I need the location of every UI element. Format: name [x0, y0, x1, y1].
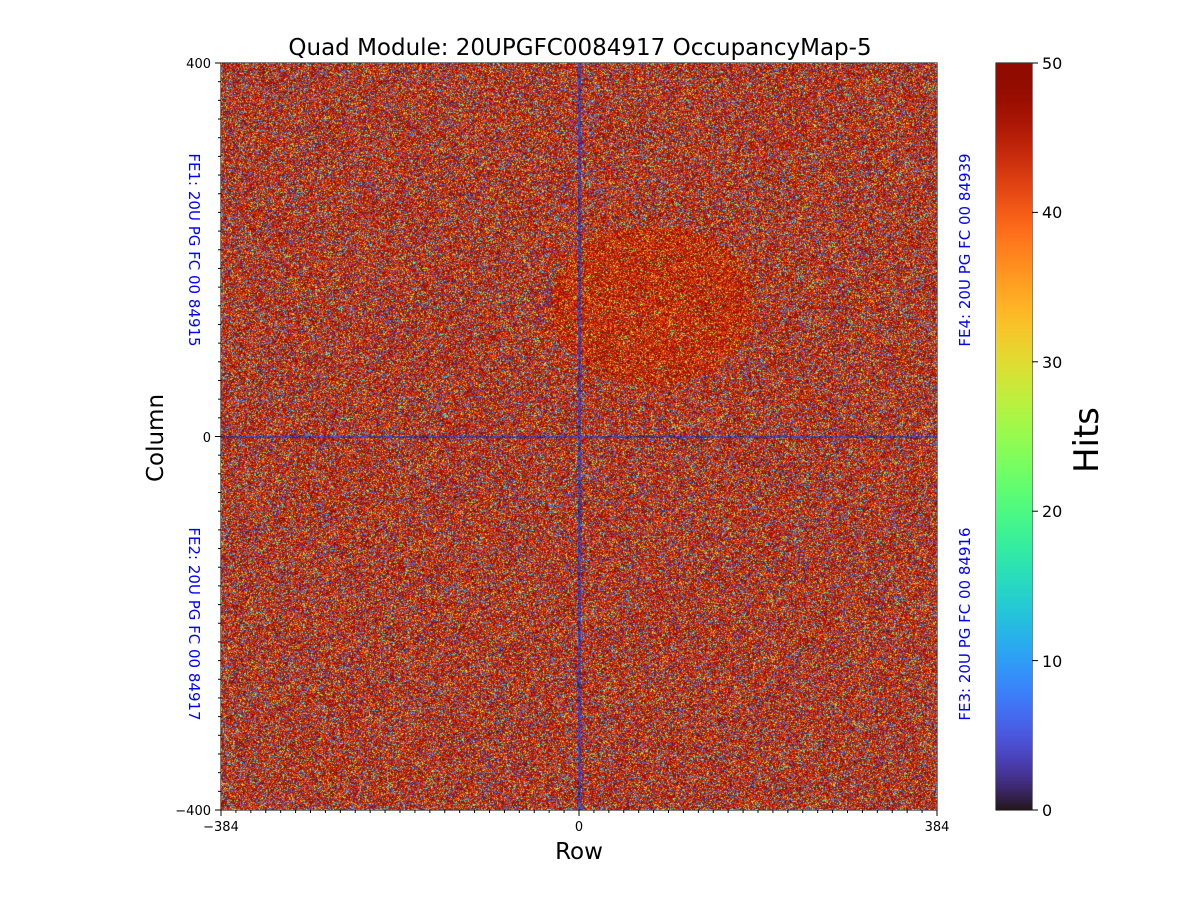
x-axis-ticks [220, 810, 938, 816]
y-axis-ticks [215, 62, 221, 811]
x-axis-label: Row [555, 839, 603, 865]
colorbar-label: Hits [1067, 407, 1107, 473]
chart-title: Quad Module: 20UPGFC0084917 OccupancyMap… [288, 35, 871, 61]
y-tick-label: −400 [175, 804, 211, 819]
colorbar-tick-label: 30 [1042, 353, 1062, 372]
y-tick-label: 400 [186, 57, 211, 72]
colorbar-tick-label: 10 [1042, 652, 1062, 671]
colorbar-tick-label: 40 [1042, 203, 1062, 222]
chip-label-fe1: FE1: 20U PG FC 00 84915 [185, 153, 203, 346]
occupancy-heatmap [221, 63, 937, 810]
chip-label-fe3: FE3: 20U PG FC 00 84916 [956, 527, 974, 720]
colorbar-gradient [996, 63, 1032, 810]
x-tick-label: −384 [203, 820, 239, 835]
colorbar-ticks [1032, 62, 1038, 811]
chip-label-fe2: FE2: 20U PG FC 00 84917 [185, 527, 203, 720]
colorbar-tick-label: 50 [1042, 54, 1062, 73]
colorbar-tick-label: 20 [1042, 502, 1062, 521]
y-axis-label: Column [143, 394, 169, 482]
y-tick-label: 0 [203, 431, 211, 446]
x-tick-label: 384 [925, 820, 950, 835]
x-tick-label: 0 [575, 820, 583, 835]
colorbar-tick-label: 0 [1042, 801, 1052, 820]
chip-label-fe4: FE4: 20U PG FC 00 84939 [956, 153, 974, 346]
